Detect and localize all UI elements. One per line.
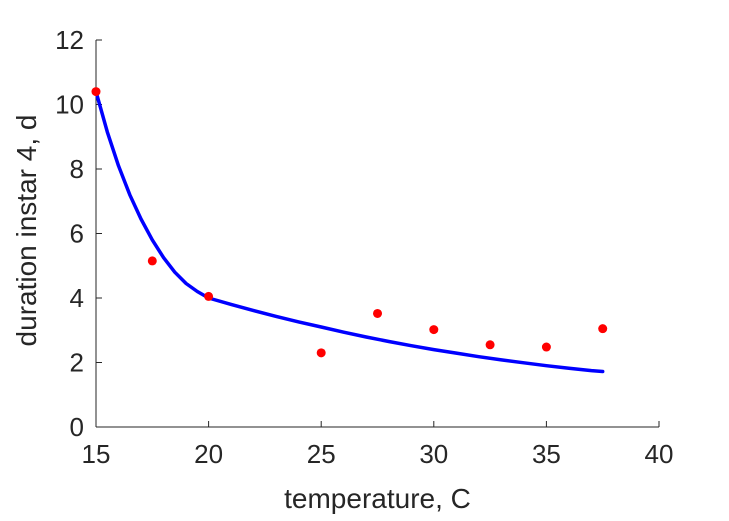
data-point	[429, 325, 439, 335]
y-axis-label: duration instar 4, d	[11, 115, 42, 347]
x-tick-label: 25	[307, 439, 336, 469]
y-tick-label: 8	[70, 154, 84, 184]
x-tick-label: 30	[419, 439, 448, 469]
data-point	[204, 291, 214, 301]
y-tick-label: 6	[70, 219, 84, 249]
y-tick-label: 4	[70, 283, 84, 313]
data-point	[373, 308, 382, 318]
data-point	[598, 324, 608, 334]
y-axis-ticks: 0 2 4 6 8 10 12	[55, 25, 102, 442]
x-axis-label: temperature, C	[284, 483, 471, 514]
y-tick-label: 12	[55, 25, 84, 55]
data-point	[316, 348, 326, 358]
data-point	[485, 340, 495, 350]
y-tick-label: 10	[55, 90, 84, 120]
y-tick-label: 2	[70, 348, 84, 378]
x-tick-label: 40	[645, 439, 674, 469]
x-axis-ticks: 15 20 25 30 35 40	[82, 421, 674, 469]
plot-series	[91, 87, 608, 374]
x-tick-label: 15	[82, 439, 111, 469]
data-point	[147, 256, 157, 266]
fit-curve-line	[94, 89, 605, 374]
data-point	[541, 342, 551, 352]
x-tick-label: 35	[532, 439, 561, 469]
y-tick-label: 0	[70, 412, 84, 442]
data-point	[91, 87, 101, 97]
x-tick-label: 20	[194, 439, 223, 469]
